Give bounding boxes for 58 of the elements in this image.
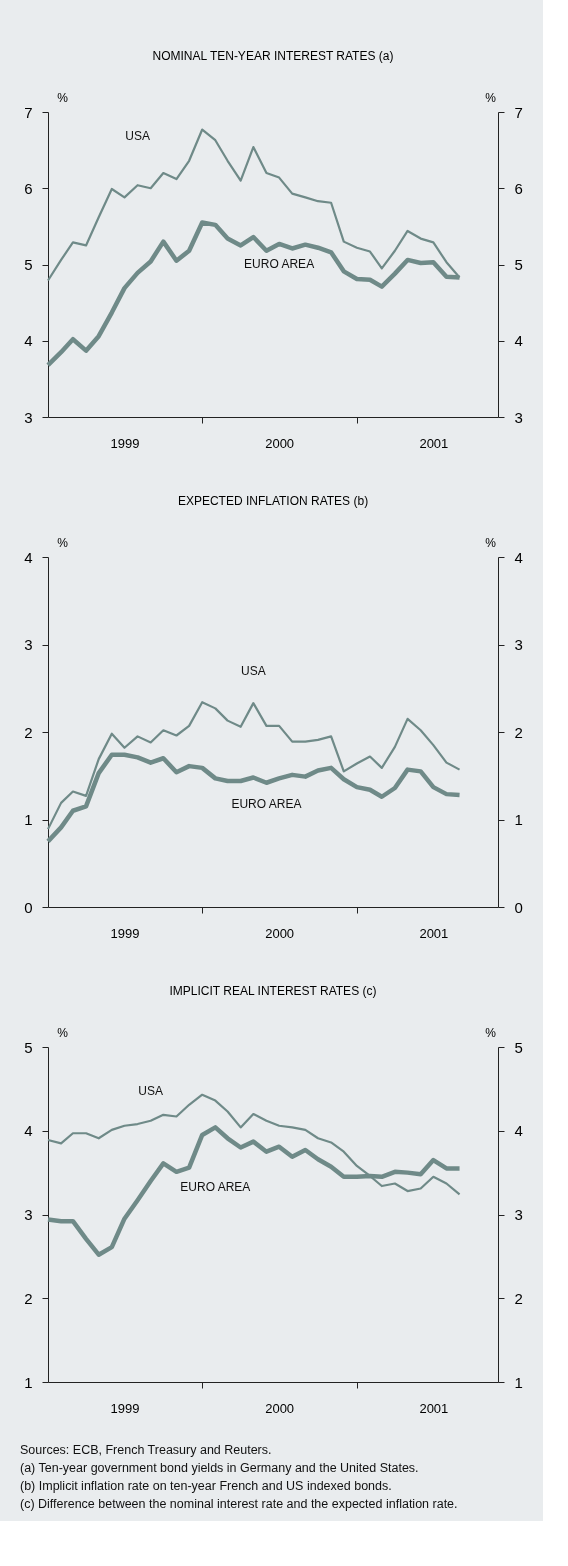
y-tick-label: 4: [24, 1122, 33, 1140]
y2-tick-label: 1: [514, 811, 523, 828]
x-tick-label: 1999: [110, 435, 140, 451]
y2-tick-label: 4: [514, 1122, 523, 1140]
y-tick-label: 0: [24, 898, 33, 916]
series-label: EURO AREA: [231, 796, 302, 811]
y-tick-label: 2: [24, 1289, 33, 1307]
x-tick-label: 1999: [110, 925, 140, 941]
x-tick-label: 2000: [265, 1400, 295, 1416]
text: (c) Difference between the nominal interest rate and the expected inflation rate.: [20, 1497, 458, 1511]
series-label: EURO AREA: [180, 1180, 251, 1195]
y-tick-label: 3: [24, 636, 33, 653]
y2-tick-label: 5: [514, 1038, 523, 1056]
x-tick-label: 2001: [419, 435, 449, 451]
text: (a) Ten-year government bond yields in Germany and the United States.: [20, 1461, 419, 1475]
series-label: EURO AREA: [244, 256, 315, 271]
y-tick-label: 3: [24, 1206, 33, 1223]
y-tick-label: 7: [24, 103, 33, 121]
text: USA: [125, 129, 150, 144]
chart-title: EXPECTED INFLATION RATES (b): [177, 494, 369, 508]
source-note: Sources: ECB, French Treasury and Reuters.: [20, 1443, 272, 1457]
text: (b) Implicit inflation rate on ten-year French and US indexed bonds.: [20, 1479, 392, 1493]
y-tick-label: 1: [24, 1373, 33, 1391]
x-tick-label: 2001: [419, 925, 449, 941]
y-tick-label: 6: [24, 179, 33, 197]
y-tick-label: 5: [24, 256, 33, 273]
y2-tick-label: 3: [514, 1206, 523, 1223]
y2-axis-title: %: [485, 535, 497, 550]
x-tick-label: 1999: [110, 1400, 140, 1416]
y2-tick-label: 7: [514, 103, 523, 121]
y2-tick-label: 1: [514, 1373, 523, 1391]
x-tick-label: 2001: [419, 1400, 449, 1416]
chart-title: NOMINAL TEN-YEAR INTEREST RATES (a): [152, 49, 394, 63]
series-label: USA: [138, 1083, 164, 1098]
y2-tick-label: 0: [514, 898, 523, 916]
y-tick-label: 2: [24, 723, 33, 741]
y-tick-label: 5: [24, 1038, 33, 1056]
y-axis-title: %: [57, 1025, 69, 1040]
y2-axis-title: %: [485, 90, 497, 105]
y-tick-label: 3: [24, 408, 33, 426]
y-tick-label: 4: [24, 548, 33, 566]
chart-title: IMPLICIT REAL INTEREST RATES (c): [169, 984, 377, 998]
text: USA: [241, 664, 266, 679]
y-tick-label: 1: [24, 811, 33, 828]
x-tick-label: 2000: [265, 925, 295, 941]
y2-tick-label: 4: [514, 332, 523, 350]
y2-tick-label: 2: [514, 1289, 523, 1307]
y2-tick-label: 3: [514, 636, 523, 653]
y2-tick-label: 5: [514, 256, 523, 273]
y2-tick-label: 4: [514, 548, 523, 566]
y2-tick-label: 6: [514, 179, 523, 197]
y2-axis-title: %: [485, 1025, 497, 1040]
y-axis-title: %: [57, 90, 69, 105]
y-axis-title: %: [57, 535, 69, 550]
y-tick-label: 4: [24, 332, 33, 350]
y2-tick-label: 2: [514, 723, 523, 741]
y2-tick-label: 3: [514, 408, 523, 426]
x-tick-label: 2000: [265, 435, 295, 451]
